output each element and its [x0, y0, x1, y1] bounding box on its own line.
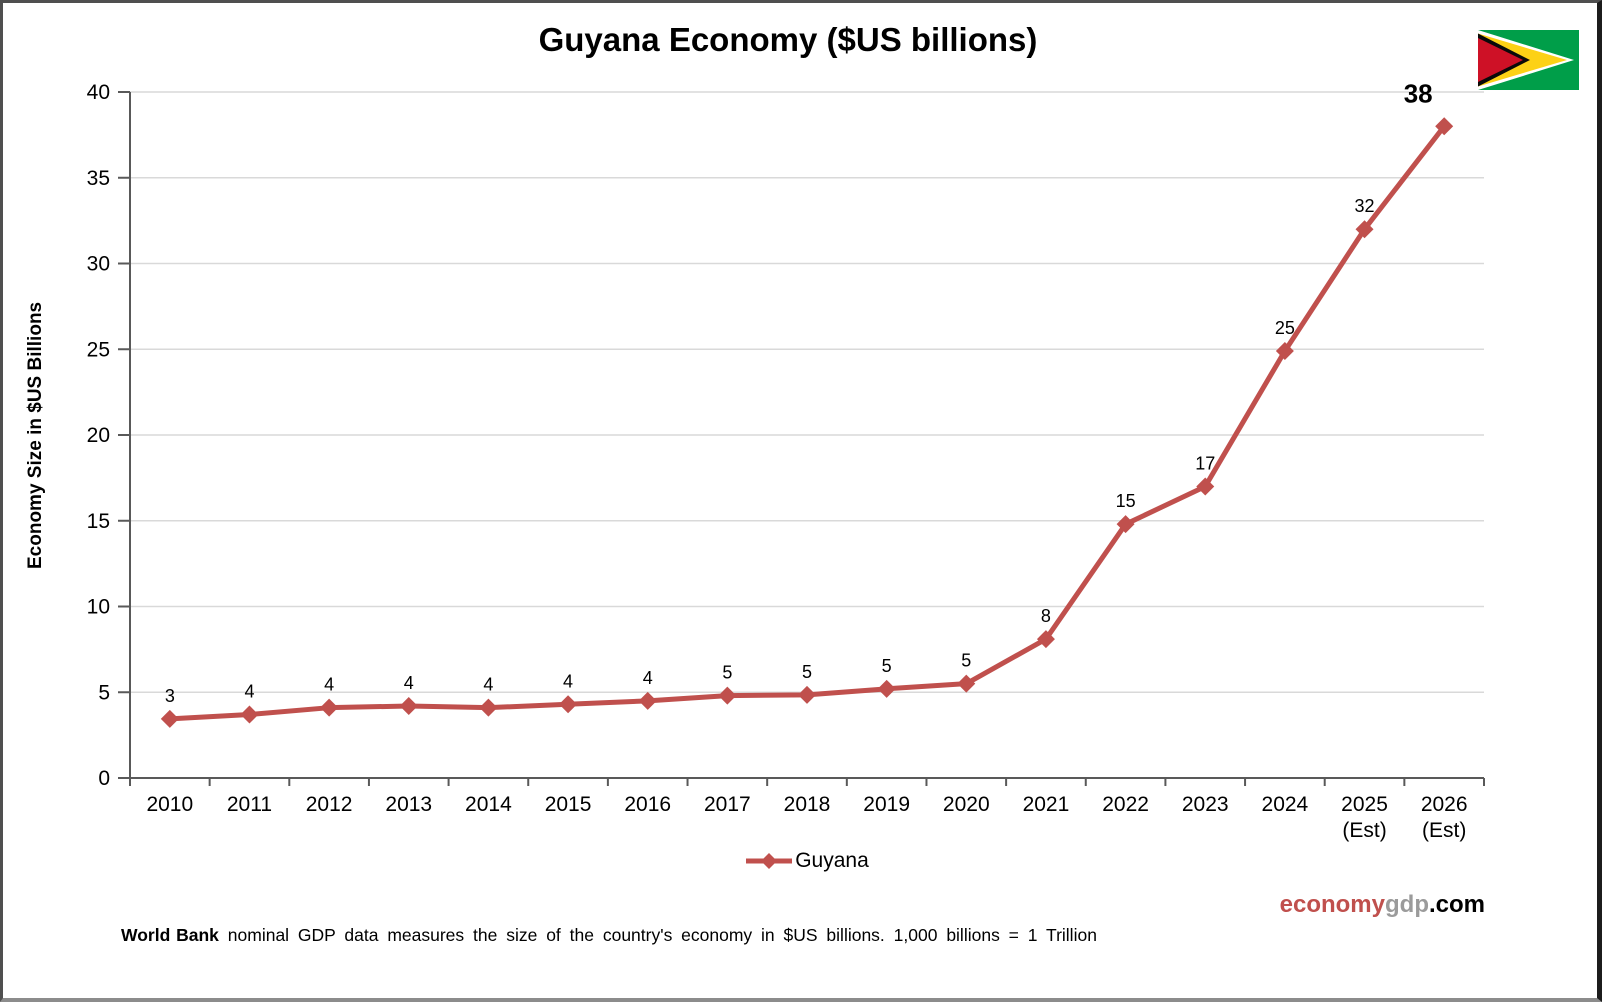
y-tick-label: 30 — [87, 253, 110, 276]
x-tick-label: 2016 — [624, 793, 671, 816]
data-point — [479, 698, 498, 717]
data-label: 25 — [1275, 318, 1295, 338]
data-label: 32 — [1355, 196, 1375, 216]
data-label: 5 — [882, 656, 892, 676]
legend-label: Guyana — [795, 849, 869, 872]
x-tick-label: 2021 — [1023, 793, 1070, 816]
data-point — [1116, 515, 1135, 534]
branding-gdp: gdp — [1385, 891, 1429, 918]
footnote-text: nominal GDP data measures the size of th… — [218, 925, 1097, 945]
data-point — [559, 695, 578, 714]
x-tick-label: 2020 — [943, 793, 990, 816]
branding-dotcom: .com — [1428, 891, 1485, 918]
data-label: 4 — [563, 671, 573, 691]
data-label: 17 — [1195, 453, 1215, 473]
data-point — [1355, 220, 1374, 239]
data-label: 4 — [643, 668, 653, 688]
y-tick-label: 15 — [87, 510, 110, 533]
chart-title: Guyana Economy ($US billions) — [538, 21, 1038, 58]
data-point — [1275, 341, 1294, 360]
series-line — [167, 123, 1447, 722]
x-tick-label: 2024 — [1262, 793, 1309, 816]
data-label: 5 — [802, 662, 812, 682]
y-tick-label: 35 — [87, 167, 110, 190]
x-tick-label: 2025 (Est) — [1341, 793, 1388, 842]
site-branding: economygdp.com — [1280, 891, 1485, 919]
x-tick-label: 2010 — [146, 793, 193, 816]
data-point — [320, 698, 339, 717]
data-point — [957, 674, 976, 693]
data-point — [718, 686, 737, 705]
x-tick-label: 2014 — [465, 793, 512, 816]
data-label: 8 — [1041, 606, 1051, 626]
y-tick-label: 40 — [87, 81, 110, 104]
data-label: 5 — [722, 663, 732, 683]
x-tick-label: 2026 (Est) — [1421, 793, 1468, 842]
data-point — [1036, 630, 1055, 649]
x-tick-label: 2022 — [1102, 793, 1149, 816]
legend-series-marker-icon — [746, 853, 793, 869]
data-label: 3 — [165, 686, 175, 706]
data-point — [798, 685, 816, 704]
x-tick-label: 2012 — [306, 793, 353, 816]
data-label: 38 — [1404, 78, 1433, 108]
x-tick-label: 2018 — [784, 793, 831, 816]
branding-economy: economy — [1279, 891, 1385, 918]
data-point — [240, 705, 259, 724]
data-label: 15 — [1116, 491, 1136, 511]
x-tick-label: 2019 — [863, 793, 910, 816]
x-tick-label: 2015 — [545, 793, 592, 816]
data-point — [1196, 477, 1215, 496]
footnote-bold: World Bank — [121, 925, 219, 945]
footnote: World Bank nominal GDP data measures the… — [121, 925, 1331, 946]
data-point — [877, 679, 896, 698]
data-label: 4 — [483, 675, 493, 695]
y-tick-label: 10 — [87, 596, 110, 619]
data-label: 5 — [961, 651, 971, 671]
x-tick-label: 2017 — [704, 793, 751, 816]
data-label: 4 — [324, 675, 334, 695]
y-tick-label: 5 — [98, 681, 110, 704]
guyana-flag-icon — [1478, 30, 1579, 90]
legend: Guyana — [130, 849, 1484, 873]
data-point — [638, 691, 657, 710]
x-tick-label: 2013 — [385, 793, 432, 816]
data-point — [1435, 117, 1454, 136]
y-tick-label: 25 — [87, 338, 110, 361]
data-label: 4 — [404, 673, 414, 693]
y-tick-label: 0 — [98, 767, 110, 790]
y-tick-label: 20 — [87, 424, 110, 447]
data-label: 4 — [244, 682, 254, 702]
x-tick-label: 2023 — [1182, 793, 1229, 816]
data-point — [160, 709, 179, 728]
x-tick-label: 2011 — [227, 793, 272, 816]
data-point — [399, 696, 418, 715]
